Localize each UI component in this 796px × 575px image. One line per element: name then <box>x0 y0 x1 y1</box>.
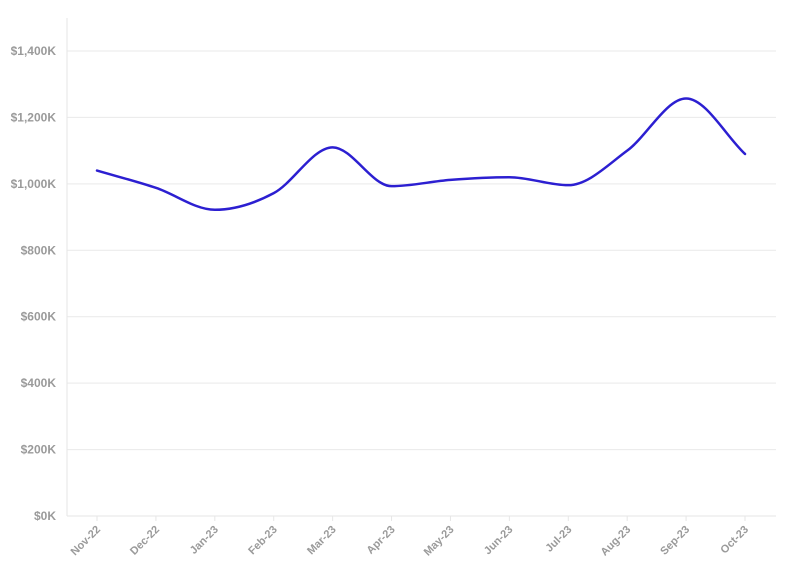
y-tick-label: $200K <box>21 443 57 457</box>
axes <box>66 18 776 517</box>
y-tick-label: $600K <box>21 310 57 324</box>
y-tick-label: $800K <box>21 243 57 257</box>
gridlines <box>67 50 776 451</box>
y-tick-label: $1,000K <box>11 177 57 191</box>
x-tick-label: Apr-23 <box>365 524 398 557</box>
y-axis-tick-labels: $0K $200K $400K $600K $800K $1,000K $1,200K $1,… <box>11 44 57 523</box>
y-tick-label: $400K <box>21 376 57 390</box>
y-tick-label: $1,200K <box>11 110 57 124</box>
x-tick-label: Jan-23 <box>188 524 221 557</box>
x-tick-label: Jun-23 <box>482 524 516 558</box>
series-lines <box>95 97 747 212</box>
series-line <box>95 97 747 212</box>
x-tick-label: Mar-23 <box>305 524 339 558</box>
x-axis-tick-labels: Nov-22 Dec-22 Jan-23 Feb-23 Mar-23 Apr-23 May-… <box>69 516 751 558</box>
y-tick-label: $1,400K <box>11 44 57 58</box>
x-tick-label: May-23 <box>422 524 457 559</box>
x-tick-label: Sep-23 <box>658 524 692 558</box>
x-tick-label: Nov-22 <box>69 524 103 558</box>
x-tick-label: Jul-23 <box>543 524 574 555</box>
x-tick-label: Aug-23 <box>598 524 633 559</box>
x-tick-label: Oct-23 <box>718 524 751 557</box>
x-tick-label: Dec-22 <box>128 524 162 558</box>
x-tick-label: Feb-23 <box>246 524 280 558</box>
y-tick-label: $0K <box>34 509 56 523</box>
